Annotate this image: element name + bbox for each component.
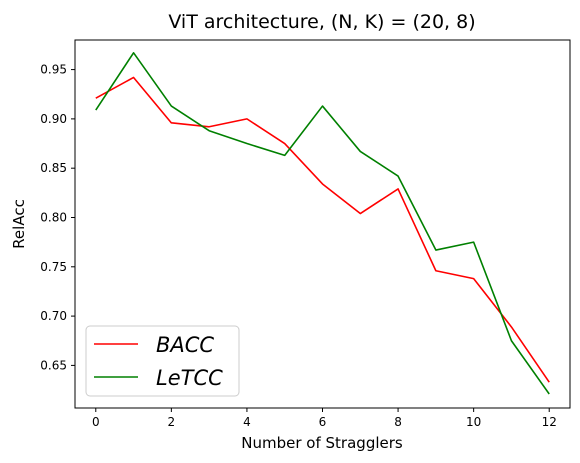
y-axis-label: RelAcc [10,199,28,249]
x-tick-label: 0 [92,415,100,429]
legend-label-letcc: LeTCC [156,366,223,390]
plot-area [95,52,550,395]
plot-frame [74,39,571,409]
x-tick-label: 2 [168,415,176,429]
series-line-letcc [95,52,550,395]
y-tick-label: 0.85 [40,161,67,175]
y-tick-label: 0.95 [40,63,67,77]
x-tick-label: 10 [466,415,481,429]
x-tick-label: 4 [243,415,251,429]
y-tick-label: 0.75 [40,260,67,274]
y-tick-label: 0.90 [40,112,67,126]
series-line-bacc [95,76,550,383]
y-tick-label: 0.65 [40,358,67,372]
chart-title: ViT architecture, (N, K) = (20, 8) [168,11,475,33]
x-axis: 0 2 4 6 8 10 12 [92,408,557,429]
y-axis: 0.65 0.70 0.75 0.80 0.85 0.90 0.95 [40,63,75,372]
x-tick-label: 12 [542,415,557,429]
x-tick-label: 6 [319,415,327,429]
x-axis-label: Number of Stragglers [241,434,403,452]
legend: BACC LeTCC [85,325,240,397]
y-tick-label: 0.70 [40,309,67,323]
y-tick-label: 0.80 [40,210,67,224]
x-tick-label: 8 [394,415,402,429]
legend-label-bacc: BACC [156,333,214,357]
